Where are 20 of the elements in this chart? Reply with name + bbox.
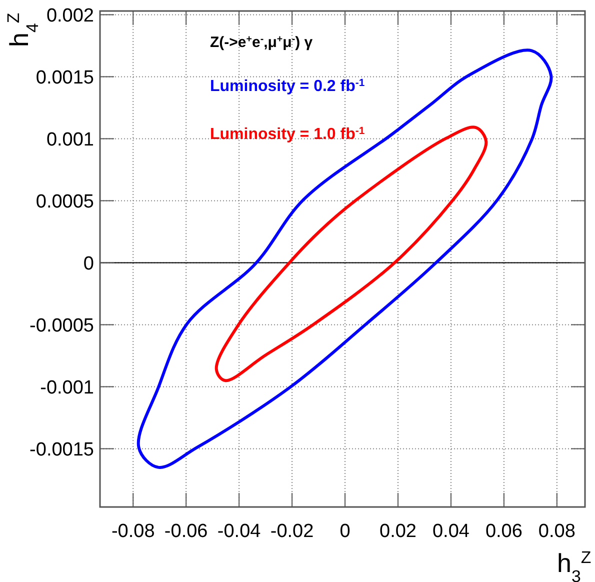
x-tick-label: -0.08	[111, 521, 155, 542]
x-tick-label: -0.02	[270, 521, 314, 542]
x-tick-label: 0.02	[380, 521, 416, 542]
text: Z(->e$^{+}$e$^{-}$,μ$^{+}$μ$^{-}$) γ	[210, 34, 313, 51]
y-tick-label: 0	[83, 254, 94, 275]
x-tick-label: 0	[340, 521, 350, 542]
y-tick-label: 0.002	[46, 6, 94, 27]
x-tick-label: -0.06	[164, 521, 208, 542]
y-tick-label: 0.001	[46, 130, 94, 151]
annotation: Luminosity = 0.2 fb$^{-1}$	[210, 78, 365, 95]
x-tick-label: 0.06	[485, 521, 522, 542]
x-tick-label: -0.04	[217, 521, 262, 542]
y-tick-label: 0.0005	[36, 192, 94, 213]
x-tick-label: 0.08	[538, 521, 576, 542]
annotation: Luminosity = 1.0 fb$^{-1}$	[210, 126, 365, 143]
x-tick-label: 0.04	[432, 521, 470, 542]
y-tick-label: -0.001	[40, 378, 94, 399]
y-tick-label: -0.0005	[30, 316, 94, 337]
y-tick-label: -0.0015	[30, 440, 94, 461]
y-tick-label: 0.0015	[36, 68, 94, 89]
